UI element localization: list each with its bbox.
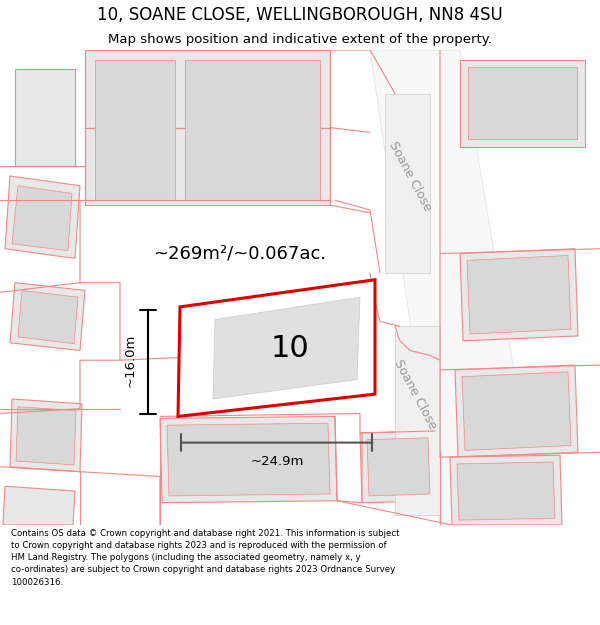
Polygon shape [10, 399, 82, 472]
Polygon shape [385, 94, 430, 273]
Polygon shape [95, 60, 175, 200]
Polygon shape [468, 68, 577, 139]
Polygon shape [467, 256, 571, 334]
Polygon shape [18, 291, 78, 344]
Polygon shape [16, 407, 76, 465]
Polygon shape [370, 50, 540, 525]
Polygon shape [3, 486, 75, 525]
Text: 10, SOANE CLOSE, WELLINGBOROUGH, NN8 4SU: 10, SOANE CLOSE, WELLINGBOROUGH, NN8 4SU [97, 6, 503, 24]
Text: Map shows position and indicative extent of the property.: Map shows position and indicative extent… [108, 32, 492, 46]
Polygon shape [455, 365, 578, 457]
Text: 10: 10 [271, 334, 310, 363]
Polygon shape [367, 438, 430, 496]
Text: Soane Close: Soane Close [386, 139, 434, 213]
Polygon shape [5, 176, 80, 258]
Polygon shape [178, 280, 375, 416]
Polygon shape [160, 416, 337, 502]
Polygon shape [395, 326, 440, 515]
Polygon shape [213, 298, 360, 399]
Polygon shape [167, 423, 330, 496]
Polygon shape [460, 249, 578, 341]
Polygon shape [462, 372, 571, 451]
Polygon shape [85, 50, 330, 127]
Text: ~269m²/~0.067ac.: ~269m²/~0.067ac. [154, 244, 326, 262]
Text: ~16.0m: ~16.0m [124, 334, 137, 387]
Polygon shape [460, 60, 585, 147]
Polygon shape [457, 462, 555, 520]
Polygon shape [12, 186, 72, 251]
Polygon shape [85, 127, 330, 205]
Polygon shape [15, 69, 75, 166]
Text: Contains OS data © Crown copyright and database right 2021. This information is : Contains OS data © Crown copyright and d… [11, 529, 400, 587]
Polygon shape [360, 431, 437, 502]
Polygon shape [450, 455, 562, 525]
Text: ~24.9m: ~24.9m [250, 456, 304, 469]
Text: Soane Close: Soane Close [391, 357, 439, 431]
Polygon shape [185, 60, 320, 200]
Polygon shape [10, 282, 85, 351]
